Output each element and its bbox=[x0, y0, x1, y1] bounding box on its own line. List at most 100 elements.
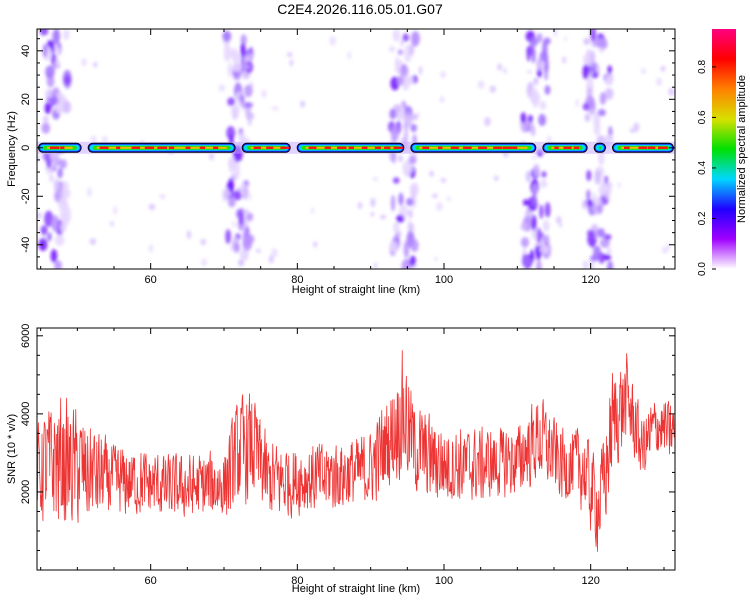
spectrogram-noise-blob bbox=[51, 215, 60, 232]
spectrogram-noise-blob bbox=[101, 135, 108, 144]
ridge-peak bbox=[422, 146, 430, 149]
ridge-peak bbox=[144, 146, 155, 149]
spectrogram-noise-blob bbox=[238, 259, 245, 267]
spectrogram-noise-blob bbox=[54, 234, 65, 246]
spectrogram-noise-blob bbox=[54, 260, 63, 269]
ridge-peak bbox=[348, 146, 355, 149]
ridge-peak bbox=[573, 146, 580, 149]
spectrogram-noise-blob bbox=[243, 84, 253, 98]
spectrogram-noise-blob bbox=[590, 29, 597, 42]
spectrogram-noise-blob bbox=[48, 174, 55, 183]
spectrogram-noise-blob bbox=[520, 236, 530, 248]
spectrogram-y-tick-label: 0 bbox=[20, 145, 32, 151]
spectrogram-noise-blob bbox=[599, 237, 610, 248]
ridge-peak bbox=[213, 146, 219, 149]
spectrogram-noise-blob bbox=[536, 57, 544, 71]
ridge-peak bbox=[361, 146, 368, 149]
ridge-peak bbox=[393, 146, 403, 149]
spectrogram-noise-blob bbox=[582, 54, 591, 65]
ridge-peak bbox=[280, 146, 290, 149]
spectrogram-noise-blob bbox=[607, 260, 614, 269]
spectrogram-noise-blob bbox=[373, 262, 377, 269]
spectrogram-noise-blob bbox=[243, 101, 254, 109]
spectrogram-noise-blob bbox=[536, 227, 542, 244]
spectrogram-noise-blob bbox=[239, 99, 243, 108]
spectrogram-noise-blob bbox=[400, 38, 404, 47]
spectrogram-noise-blob bbox=[629, 128, 635, 133]
spectrogram-noise-blob bbox=[418, 65, 423, 76]
spectrogram-noise-blob bbox=[242, 235, 253, 251]
spectrogram-noise-blob bbox=[540, 179, 548, 189]
figure-title: C2E4.2026.116.05.01.G07 bbox=[277, 1, 443, 17]
spectrogram-y-tick-label: 40 bbox=[20, 45, 32, 57]
spectrogram-noise-blob bbox=[81, 57, 87, 67]
spectrogram-noise-blob bbox=[398, 192, 404, 206]
spectrogram-noise-blob bbox=[591, 192, 597, 201]
spectrogram-noise-blob bbox=[248, 193, 252, 201]
spectrogram-noise-blob bbox=[432, 193, 438, 199]
spectrogram-noise-blob bbox=[589, 230, 596, 249]
spectrogram-y-axis: -40 -20 0 20 40 bbox=[20, 38, 675, 270]
spectrogram-noise-blob bbox=[603, 233, 612, 241]
spectrogram-noise-blob bbox=[409, 43, 415, 56]
spectrogram-noise-blob bbox=[56, 47, 61, 57]
spectrogram-noise-blob bbox=[606, 181, 612, 196]
colorbar-gradient bbox=[712, 29, 736, 269]
spectrogram-noise-blob bbox=[409, 113, 418, 121]
spectrogram-noise-blob bbox=[392, 29, 401, 42]
spectrogram-noise-blob bbox=[582, 64, 590, 80]
spectrogram-noise-blob bbox=[409, 222, 415, 233]
spectrogram-noise-blob bbox=[223, 44, 231, 62]
spectrogram-noise-blob bbox=[484, 116, 491, 127]
spectrogram-noise-blob bbox=[590, 50, 596, 69]
ridge-peak bbox=[324, 146, 331, 149]
snr-y-tick-label: 6000 bbox=[20, 324, 32, 348]
spectrogram-noise-blob bbox=[370, 197, 376, 208]
spectrogram-noise-blob bbox=[555, 216, 562, 225]
spectrogram-noise-blob bbox=[310, 207, 315, 214]
spectrogram-noise-blob bbox=[503, 68, 507, 74]
spectrogram-noise-blob bbox=[148, 203, 156, 211]
snr-series-line bbox=[37, 350, 675, 552]
spectrogram-noise-blob bbox=[410, 239, 419, 253]
spectrogram-noise-blob bbox=[64, 75, 71, 85]
spectrogram-noise-blob bbox=[313, 241, 318, 248]
spectrogram-noise-blob bbox=[232, 52, 241, 65]
spectrogram-noise-blob bbox=[477, 80, 485, 90]
spectrogram-noise-blob bbox=[403, 240, 410, 259]
spectrogram-noise-blob bbox=[186, 230, 192, 240]
spectrogram-noise-blob bbox=[42, 43, 48, 58]
ridge-peak bbox=[60, 146, 65, 149]
spectrogram-noise-blob bbox=[240, 42, 246, 59]
snr-y-tick-label: 2000 bbox=[20, 480, 32, 504]
spectrogram-noise-blob bbox=[232, 220, 236, 228]
spectrogram-noise-blob bbox=[394, 230, 402, 238]
spectrogram-noise-blob bbox=[531, 47, 536, 64]
spectrogram-noise-blob bbox=[209, 152, 215, 161]
spectrogram-noise-blob bbox=[446, 196, 451, 202]
ridge-peak bbox=[185, 146, 191, 149]
spectrogram-noise-blob bbox=[539, 245, 549, 254]
spectrogram-x-axis: 60 80 100 120 bbox=[40, 29, 665, 286]
spectrogram-noise-blob bbox=[289, 59, 294, 67]
spectrogram-noise-blob bbox=[329, 36, 336, 46]
spectrogram-noise-blob bbox=[401, 258, 411, 269]
spectrogram-y-tick-label: -20 bbox=[20, 188, 32, 204]
spectrogram-noise-blob bbox=[406, 197, 414, 207]
spectrogram-noise-blob bbox=[660, 65, 666, 72]
spectrogram-noise-blob bbox=[90, 135, 97, 144]
spectrogram-noise-blob bbox=[390, 124, 399, 142]
spectrogram-noise-blob bbox=[242, 209, 249, 214]
spectrogram-noise-blob bbox=[544, 234, 550, 247]
spectrogram-noise-blob bbox=[53, 179, 61, 193]
spectrogram-noise-blob bbox=[55, 58, 60, 68]
spectrogram-noise-blob bbox=[45, 65, 55, 78]
spectrogram-noise-blob bbox=[39, 29, 49, 36]
spectrogram-y-tick-label: -40 bbox=[20, 237, 32, 253]
spectrogram-noise-blob bbox=[50, 249, 58, 263]
spectrogram-noise-blob bbox=[389, 45, 395, 53]
spectrogram-noise-blob bbox=[532, 183, 538, 194]
ridge-peak bbox=[337, 146, 347, 149]
spectrogram-noise-blob bbox=[240, 34, 247, 46]
